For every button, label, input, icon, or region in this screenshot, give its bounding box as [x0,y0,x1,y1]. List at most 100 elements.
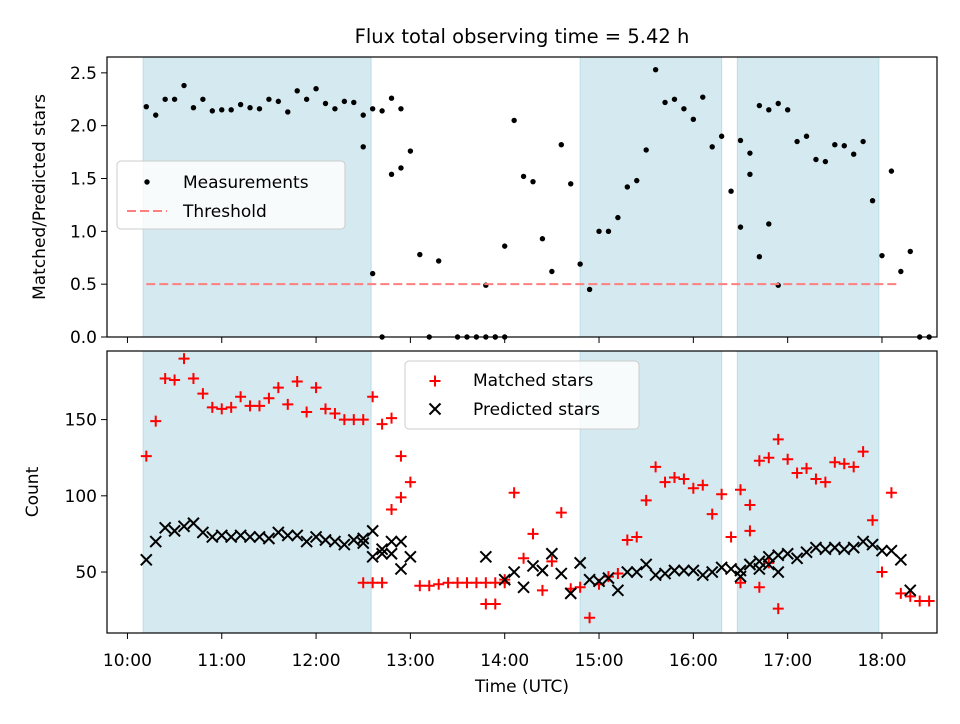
matched-star-point [461,577,473,589]
matched-star-point [782,453,794,465]
top-panel-frame [106,56,938,338]
matched-star-point [376,418,388,430]
predicted-star-point [243,530,257,544]
predicted-star-point [357,532,370,545]
legend-box [116,160,346,230]
measurement-point [784,107,791,113]
measurement-point [237,101,244,108]
matched-star-point [508,487,520,499]
predicted-star-point [790,552,804,565]
matched-star-point [904,590,916,602]
measurement-point [341,98,348,105]
measurement-point [869,197,876,204]
matched-star-point [536,584,548,596]
matched-star-point [744,499,756,511]
measurement-point [388,95,395,101]
matched-star-point [423,580,435,592]
matched-star-point [338,414,350,426]
matched-star-point [772,603,784,615]
predicted-star-point [772,565,785,579]
matched-star-point [367,391,379,403]
x-tick-label: 13:00 [386,651,435,671]
measurement-point [860,138,866,145]
matched-star-point [838,458,850,470]
x-tick-label: 18:00 [857,651,906,671]
predicted-star-point [507,565,521,579]
top-y-axis-label: Matched/Predicted stars [30,94,50,300]
measurement-point [832,141,838,148]
measurement-point [813,156,819,163]
predicted-star-point [479,550,493,563]
predicted-star-point [140,553,153,567]
matched-star-point [659,476,671,488]
predicted-star-point [621,565,634,579]
top-y-tick-label: 1.5 [70,170,97,190]
predicted-star-point [885,544,898,557]
predicted-star-point [696,568,709,582]
matched-star-point [301,406,313,418]
predicted-star-point [781,547,794,560]
bottom-y-tick-label: 100 [65,487,97,507]
measurement-point [275,98,282,105]
matched-star-point [442,577,454,589]
bottom-shaded-region [142,350,372,634]
measurement-point [171,96,178,102]
matched-star-point [744,525,756,537]
predicted-star-point [272,526,285,539]
measurement-point [775,100,781,107]
predicted-star-point [375,547,389,560]
measurement-point [153,112,159,118]
matched-star-point [640,494,652,506]
matched-star-point [753,581,765,593]
matched-star-point [687,482,699,494]
predicted-star-point [564,587,577,600]
measurement-point [332,106,338,112]
matched-star-point [885,487,897,499]
predicted-star-point [526,559,540,573]
measurement-point [643,147,649,153]
measurement-point [841,143,847,149]
predicted-star-point [309,530,323,544]
top-y-tick-label: 0.5 [70,275,97,295]
predicted-star-point [262,532,276,545]
measurement-point [360,144,366,150]
legend-predicted-marker [428,402,442,416]
matched-star-point [706,508,718,520]
top-y-tick-label: 1.0 [70,222,97,242]
measurement-point [907,248,913,255]
predicted-star-point [187,517,200,530]
matched-star-point [140,450,152,462]
predicted-star-point [158,521,172,535]
matched-star-point [348,414,360,426]
top-shaded-region [736,56,880,338]
legend-matched-marker [429,375,441,387]
predicted-star-point [856,535,870,548]
measurement-point [511,117,517,124]
matched-star-point [584,612,596,624]
predicted-star-point [602,571,615,585]
matched-star-point [829,456,841,468]
predicted-star-point [357,536,370,550]
predicted-star-point [668,564,681,577]
measurement-point [737,224,744,230]
bottom-panel: 50 100 150 Count Matched stars Predicted st… [23,350,938,639]
measurement-point [549,268,555,275]
matched-star-point [253,400,265,412]
matched-star-point [753,455,765,467]
predicted-star-point [385,547,398,560]
measurement-point [605,228,612,235]
measurement-point [700,94,706,100]
measurement-point [162,96,168,102]
measurement-point [766,107,772,113]
predicted-star-point [196,526,210,539]
matched-star-point [518,552,530,564]
predicted-star-point [394,535,408,548]
matched-star-point [791,467,803,479]
measurement-point [398,165,404,171]
matched-star-point [178,353,190,365]
matched-star-point [574,581,586,593]
x-tick-label: 12:00 [292,651,341,671]
matched-star-point [697,479,709,491]
measurement-point [596,228,602,235]
